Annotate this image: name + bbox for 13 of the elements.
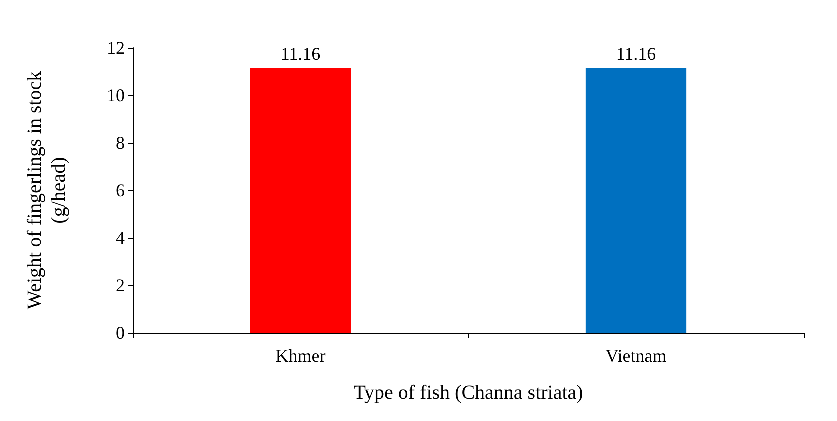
x-tick-label: Vietnam [606,346,667,366]
y-tick-label: 2 [116,276,125,296]
data-label: 11.16 [616,44,656,64]
y-tick-label: 10 [107,86,125,106]
x-tick-label: Khmer [276,346,326,366]
y-axis-title: Weight of fingerlings in stock (g/head) [24,71,70,310]
y-tick-label: 12 [107,38,125,58]
y-tick-label: 4 [116,228,125,248]
x-axis-title: Type of fish (Channa striata) [354,382,584,404]
data-label: 11.16 [280,44,321,64]
y-tick-label: 6 [116,180,125,200]
y-tick-label: 8 [116,133,125,153]
y-tick-label: 0 [116,323,125,343]
